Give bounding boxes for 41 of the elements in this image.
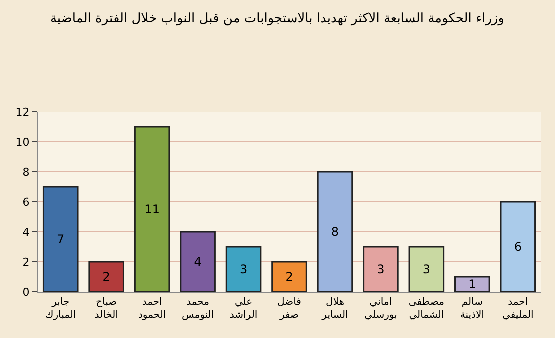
bar xyxy=(500,201,536,292)
x-tick-label: محمد النومس xyxy=(182,297,214,321)
y-tick-label: 12 xyxy=(16,106,30,119)
bar xyxy=(272,261,308,292)
data-label: 11 xyxy=(144,202,160,216)
x-tick-label: صباح الخالد xyxy=(94,297,118,321)
x-tick-label: سالم الاذينة xyxy=(460,297,484,321)
data-label: 2 xyxy=(102,270,110,284)
y-tick-label: 2 xyxy=(22,256,30,269)
x-tick-label: اماني بورسلي xyxy=(364,297,398,321)
chart-title: وزراء الحكومة السابعة الاكثر تهديدا بالاستجوابات من قبل النواب خلال الفترة الماضية xyxy=(50,12,505,27)
bar xyxy=(134,126,170,292)
bar xyxy=(226,246,262,292)
x-tick-label: جابر المبارك xyxy=(45,297,76,321)
bar xyxy=(88,261,124,292)
bar xyxy=(317,171,354,292)
y-tick-label: 0 xyxy=(22,286,30,299)
bar xyxy=(180,231,216,292)
data-label: 3 xyxy=(422,262,430,276)
bar xyxy=(454,276,490,292)
x-tick-label: هلال الساير xyxy=(321,297,348,321)
y-tick-label: 8 xyxy=(22,166,30,179)
bar xyxy=(363,246,399,292)
x-tick-label: فاضل صفر xyxy=(278,297,302,321)
y-tick-label: 10 xyxy=(16,136,30,149)
y-tick-label: 6 xyxy=(22,196,30,209)
y-tick-label: 4 xyxy=(22,226,30,239)
data-label: 1 xyxy=(468,278,476,292)
data-label: 3 xyxy=(240,262,248,276)
bar xyxy=(42,186,79,292)
data-label: 3 xyxy=(377,262,385,276)
x-tick-label: احمد المليفي xyxy=(502,297,534,321)
x-tick-label: مصطفى الشمالي xyxy=(408,297,444,321)
data-label: 6 xyxy=(514,240,522,254)
data-label: 7 xyxy=(57,232,65,246)
data-label: 2 xyxy=(286,270,294,284)
bar xyxy=(408,246,445,292)
data-label: 4 xyxy=(194,255,202,269)
x-tick-label: احمد الحمود xyxy=(138,297,166,321)
x-tick-label: علي الراشد xyxy=(230,297,258,321)
data-label: 8 xyxy=(331,225,340,239)
